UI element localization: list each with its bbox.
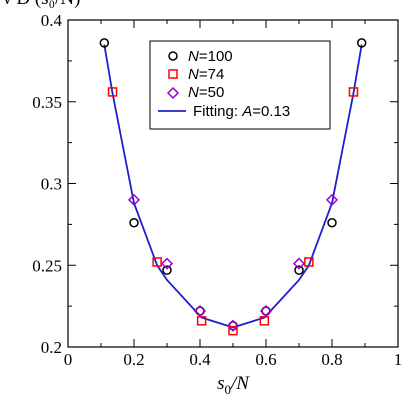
- point-n100: [294, 265, 304, 275]
- x-tick-label: 0.8: [321, 350, 342, 369]
- point-n74: [196, 316, 207, 326]
- y-tick-label: 0.25: [32, 256, 62, 275]
- legend-marker-n100: [168, 51, 178, 61]
- y-tick-label: 0.2: [41, 338, 62, 357]
- legend-label-n100: N=100: [188, 48, 233, 65]
- legend-box: [149, 40, 331, 130]
- point-n74: [348, 87, 359, 97]
- point-n50: [259, 304, 273, 318]
- y-axis-label: ν D (s₀/N): [3, 0, 80, 9]
- point-n100: [99, 38, 110, 48]
- point-n74: [152, 257, 162, 267]
- point-n100: [327, 217, 337, 228]
- legend-marker-n74: [168, 69, 178, 79]
- y-tick-label: 0.3: [41, 175, 62, 194]
- point-n50: [226, 319, 240, 332]
- y-tick-label: 0.4: [41, 11, 63, 30]
- point-n100: [356, 38, 367, 48]
- y-tick-label: 0.35: [32, 93, 62, 112]
- legend: N=100 N=74 N=50 Fitting: A=0.13: [149, 40, 331, 130]
- x-tick-label: 0.4: [189, 350, 211, 369]
- point-n50: [325, 193, 339, 206]
- point-n100: [129, 217, 139, 228]
- legend-label-n50: N=50: [188, 84, 224, 101]
- point-n74: [304, 257, 314, 267]
- point-n74: [259, 316, 270, 326]
- ticks-layer: 0 0.2 0.4 0.6 0.8 10.20.250.30.350.4: [32, 11, 402, 369]
- point-n50: [160, 257, 174, 270]
- legend-marker-n50: [166, 86, 180, 100]
- data-layer: [99, 38, 367, 336]
- point-n100: [162, 265, 172, 275]
- point-n74: [107, 87, 118, 97]
- x-tick-label: 1: [394, 350, 403, 369]
- point-n50: [127, 193, 141, 206]
- legend-label-fit: Fitting: A=0.13: [193, 103, 290, 120]
- point-n50: [292, 257, 306, 270]
- x-axis-label: s0/N: [217, 373, 250, 397]
- x-tick-label: 0.2: [123, 350, 144, 369]
- point-n74: [228, 325, 238, 336]
- point-n50: [193, 304, 207, 318]
- x-tick-label: 0.6: [255, 350, 276, 369]
- legend-label-n74: N=74: [188, 66, 224, 83]
- x-tick-label: 0: [64, 350, 73, 369]
